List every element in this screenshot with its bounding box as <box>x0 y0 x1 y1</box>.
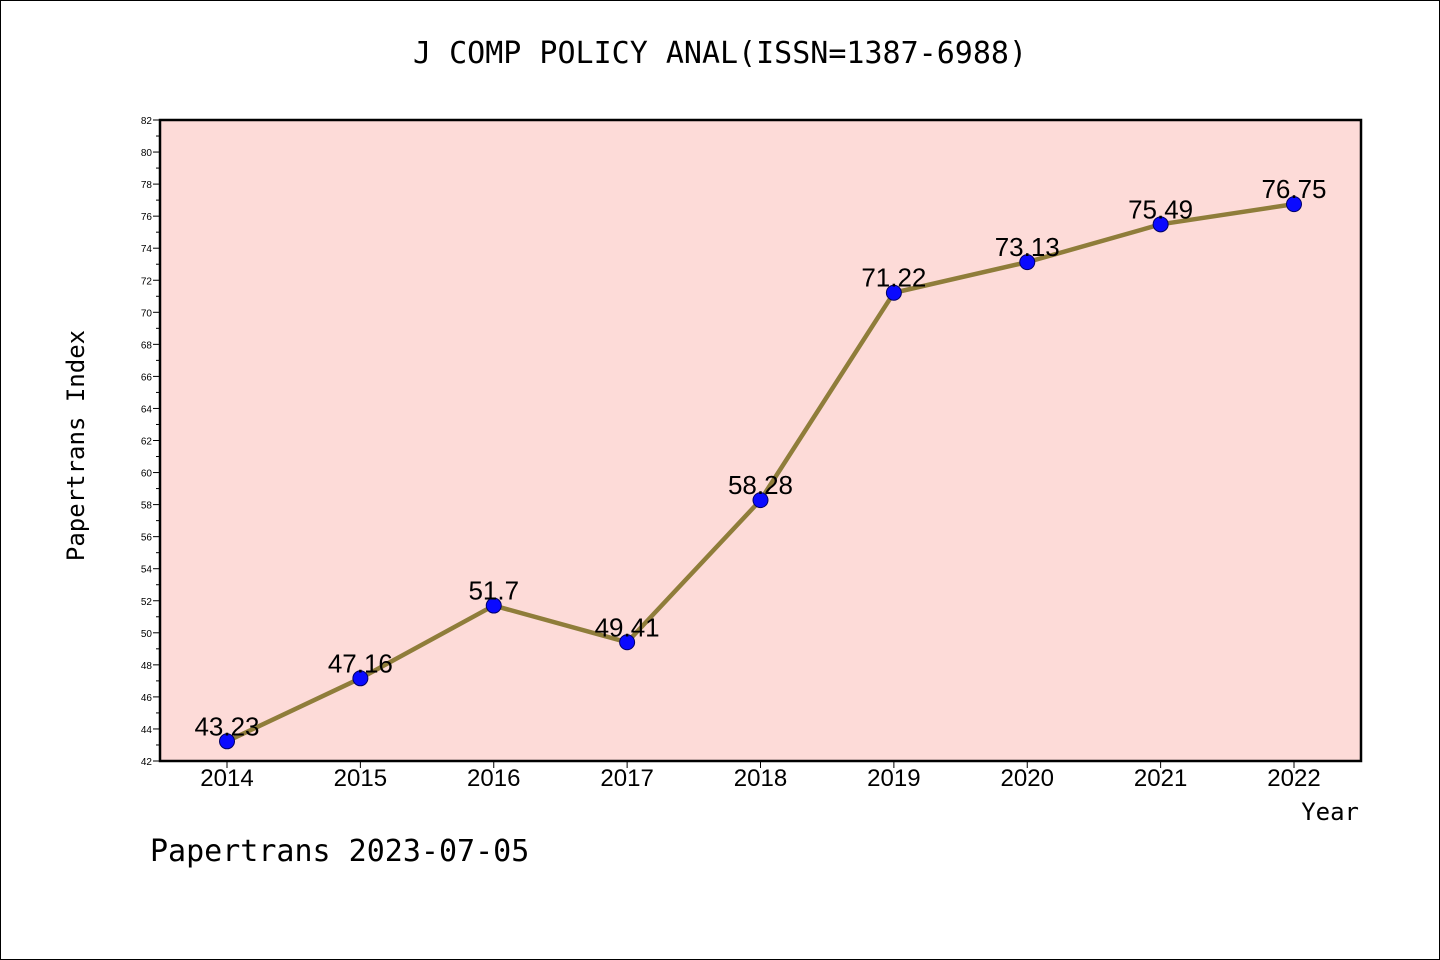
y-tick-label: 46 <box>141 693 153 704</box>
series-markers <box>219 196 1302 750</box>
data-point <box>219 733 235 750</box>
x-tick-label: 2016 <box>467 765 520 792</box>
data-point <box>752 492 769 509</box>
data-label: 47.16 <box>328 648 393 678</box>
y-axis-title: Papertrans Index <box>62 330 90 561</box>
chart-title: J COMP POLICY ANAL(ISSN=1387-6988) <box>412 36 1028 71</box>
y-tick-label: 70 <box>141 308 153 319</box>
x-tick-label: 2014 <box>200 765 253 792</box>
y-tick-label: 72 <box>141 276 153 287</box>
y-tick-label: 76 <box>141 212 153 223</box>
x-tick-label: 2015 <box>334 765 387 792</box>
y-tick-label: 82 <box>141 116 153 127</box>
y-tick-label: 64 <box>141 404 153 415</box>
x-tick-label: 2022 <box>1267 765 1320 792</box>
x-tick-label: 2017 <box>600 765 653 792</box>
x-tick-label: 2018 <box>734 765 787 792</box>
y-axis: 42 44 46 48 50 52 54 56 58 60 62 64 66 68 70 72 74 76 78 80… <box>141 116 160 768</box>
x-tick-label: 2021 <box>1134 765 1187 792</box>
data-point <box>352 670 369 687</box>
y-tick-label: 60 <box>141 469 153 480</box>
y-tick-label: 54 <box>141 565 153 576</box>
y-tick-label: 80 <box>141 148 153 159</box>
data-label: 58.28 <box>728 470 793 500</box>
data-point <box>619 634 636 651</box>
data-label: 43.23 <box>194 711 259 741</box>
data-label: 75.49 <box>1128 194 1193 224</box>
y-tick-label: 66 <box>141 372 153 383</box>
x-axis-title: Year <box>1301 798 1359 826</box>
x-tick-label: 2019 <box>867 765 920 792</box>
data-point <box>485 597 502 614</box>
data-label: 51.7 <box>468 576 519 606</box>
y-tick-label: 62 <box>141 437 153 448</box>
data-point <box>1286 196 1302 213</box>
y-tick-label: 44 <box>141 725 153 736</box>
data-point <box>1152 216 1169 233</box>
data-label: 49.41 <box>595 612 660 642</box>
y-tick-label: 58 <box>141 501 153 512</box>
y-tick-label: 48 <box>141 661 153 672</box>
data-label: 76.75 <box>1261 174 1326 204</box>
y-tick-label: 42 <box>141 757 153 768</box>
footer-credit: Papertrans 2023-07-05 <box>150 834 530 869</box>
data-point <box>1019 254 1036 271</box>
y-tick-label: 68 <box>141 340 153 351</box>
y-tick-label: 50 <box>141 629 153 640</box>
y-tick-label: 74 <box>141 244 153 255</box>
x-axis: 2014 2015 2016 2017 2018 2019 2020 2021 2022 <box>200 761 1321 792</box>
x-tick-label: 2020 <box>1001 765 1054 792</box>
y-tick-label: 52 <box>141 597 153 608</box>
data-label: 71.22 <box>861 263 926 293</box>
data-label: 73.13 <box>995 232 1060 262</box>
data-labels: 43.23 47.16 51.7 49.41 58.28 71.22 73.13 75.49 7… <box>194 174 1326 741</box>
data-point <box>885 284 902 301</box>
y-tick-label: 78 <box>141 180 153 191</box>
y-tick-label: 56 <box>141 533 153 544</box>
